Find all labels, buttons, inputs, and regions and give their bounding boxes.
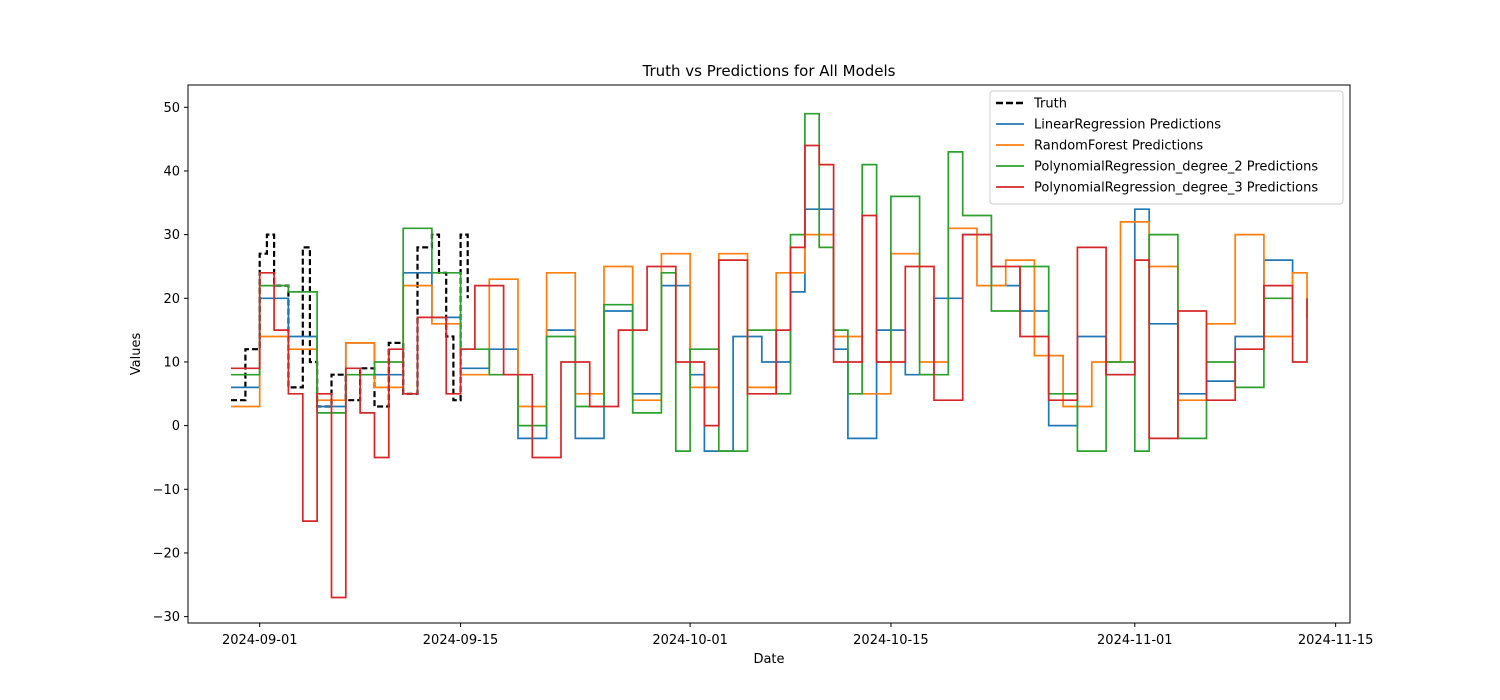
y-tick-label: 30: [163, 228, 180, 243]
chart-title: Truth vs Predictions for All Models: [642, 62, 896, 80]
legend-label: RandomForest Predictions: [1034, 139, 1203, 154]
x-tick-label: 2024-09-01: [222, 633, 298, 648]
x-tick-label: 2024-10-01: [652, 633, 728, 648]
y-tick-label: 10: [163, 355, 180, 370]
legend-label: PolynomialRegression_degree_2 Prediction…: [1034, 160, 1318, 175]
x-axis-title: Date: [753, 652, 784, 667]
y-tick-label: 40: [163, 164, 180, 179]
y-tick-label: 0: [172, 419, 180, 434]
y-tick-label: −20: [153, 546, 180, 561]
x-tick-label: 2024-10-15: [853, 633, 929, 648]
y-tick-label: 20: [163, 292, 180, 307]
plot-area: [231, 112, 1308, 599]
legend-label: Truth: [1033, 97, 1067, 112]
legend-label: PolynomialRegression_degree_3 Prediction…: [1034, 181, 1318, 196]
y-axis-title: Values: [129, 333, 144, 376]
x-tick-label: 2024-09-15: [423, 633, 499, 648]
legend-box: [989, 90, 1344, 205]
legend-label: LinearRegression Predictions: [1034, 118, 1221, 133]
axes-frame: [187, 84, 1351, 624]
series-line-4: [231, 144, 1308, 599]
y-tick-label: −10: [153, 483, 180, 498]
x-tick-label: 2024-11-15: [1298, 633, 1374, 648]
y-axis: −30 −20 −10 0 10 20 30 40 50: [153, 101, 188, 625]
x-axis: 2024-09-01 2024-09-15 2024-10-01 2024-10-15…: [222, 623, 1373, 648]
x-tick-label: 2024-11-01: [1097, 633, 1173, 648]
y-tick-label: 50: [163, 101, 180, 116]
legend: Truth LinearRegression Predictions RandomF…: [989, 90, 1344, 205]
y-tick-label: −30: [153, 610, 180, 625]
